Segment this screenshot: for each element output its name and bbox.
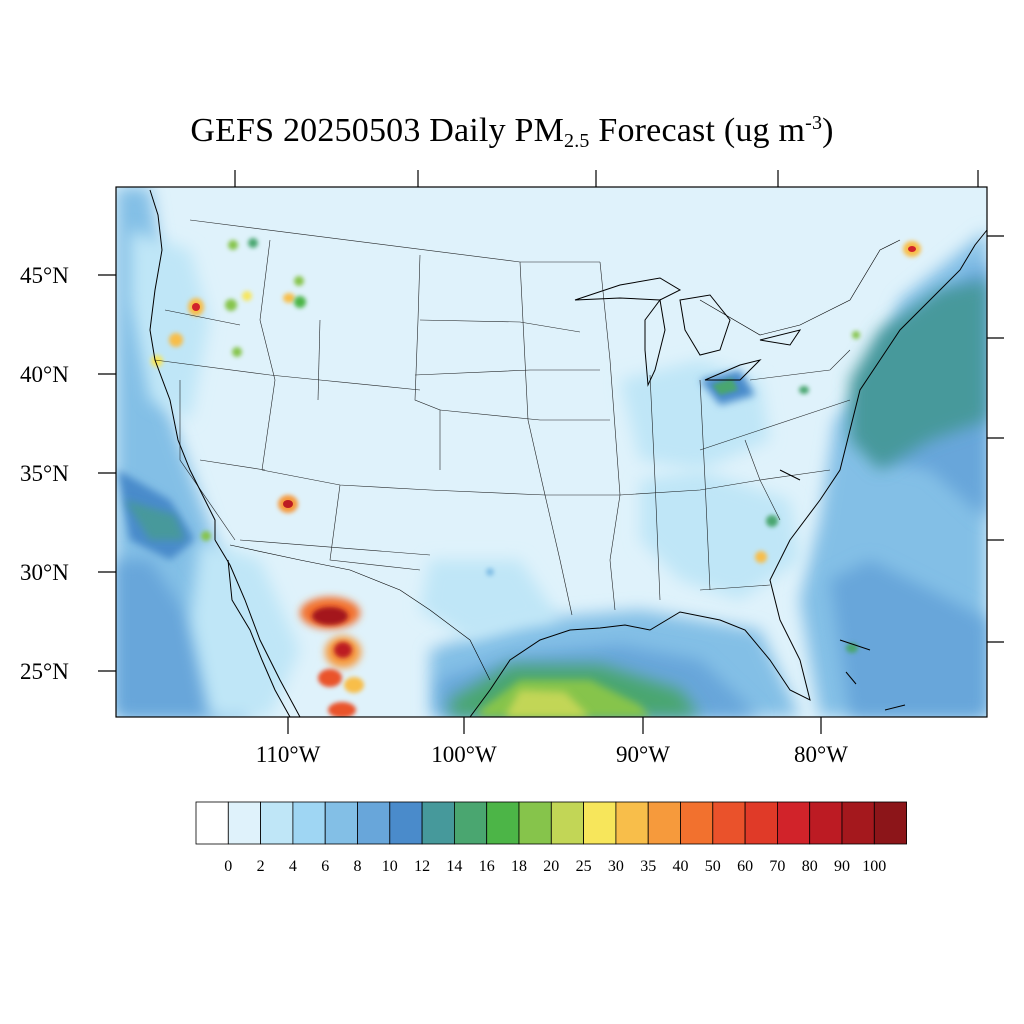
map-title: GEFS 20250503 Daily PM2.5 Forecast (ug m… — [190, 112, 834, 152]
colorbar-swatch — [324, 801, 358, 845]
atlantic-coast-band — [850, 280, 987, 470]
map-frame — [115, 186, 988, 718]
lake-erie-core — [712, 378, 738, 395]
lat-label-25: 25°N — [20, 659, 69, 684]
colorbar-swatch — [227, 801, 262, 845]
colorbar-label: 80 — [802, 858, 818, 875]
colorbar-swatch — [809, 801, 843, 845]
coastlines — [149, 189, 987, 717]
socal-coast-band-inner — [125, 500, 185, 540]
lat-labels: 45°N 40°N 35°N 30°N 25°N — [20, 263, 69, 684]
lon-labels: 110°W 100°W 90°W 80°W — [256, 742, 849, 767]
colorbar-label: 100 — [862, 858, 886, 875]
colorbar-swatch — [712, 801, 746, 845]
colorbar-label: 4 — [289, 858, 297, 875]
colorbar-label: 16 — [479, 858, 495, 875]
lat-label-45: 45°N — [20, 263, 69, 288]
west-coast-haze — [130, 230, 210, 420]
colorbar-label: 10 — [382, 858, 398, 875]
colorbar-swatch — [873, 801, 907, 845]
lon-label-100: 100°W — [431, 742, 497, 767]
bottom-ticks — [287, 717, 822, 734]
colorbar-label: 50 — [705, 858, 721, 875]
southeast-haze — [640, 470, 800, 600]
colorbar-label: 18 — [511, 858, 527, 875]
colorbar-swatch — [421, 801, 455, 845]
colorbar-label: 0 — [224, 858, 232, 875]
colorbar-swatch — [518, 801, 552, 845]
colorbar-label: 35 — [640, 858, 656, 875]
country-borders — [229, 239, 901, 681]
colorbar-swatch — [583, 801, 617, 845]
colorbar-swatch — [550, 801, 584, 845]
atlantic-south-band — [830, 560, 987, 717]
colorbar-labels: 0 2 4 6 8 10 12 14 16 18 20 25 30 35 40 50 60 70 80 90 100 — [224, 858, 886, 875]
lon-label-110: 110°W — [256, 742, 321, 767]
lon-label-80: 80°W — [794, 742, 848, 767]
colorbar — [195, 801, 907, 845]
top-ticks — [234, 170, 979, 187]
colorbar-swatch — [486, 801, 520, 845]
colorbar-swatch — [647, 801, 681, 845]
left-ticks — [98, 274, 116, 672]
colorbar-label: 70 — [769, 858, 785, 875]
lat-label-35: 35°N — [20, 461, 69, 486]
colorbar-swatch — [389, 801, 423, 845]
pacific-ocean-far — [116, 560, 220, 717]
great-lakes — [574, 277, 802, 387]
lat-label-30: 30°N — [20, 560, 69, 585]
colorbar-label: 14 — [446, 858, 462, 875]
colorbar-swatch — [680, 801, 714, 845]
colorbar-swatch — [744, 801, 778, 845]
state-borders — [154, 219, 851, 616]
colorbar-swatch — [615, 801, 649, 845]
colorbar-swatch — [292, 801, 326, 845]
gulf-plume-core — [505, 690, 590, 717]
mexico-haze — [190, 540, 300, 717]
right-ticks — [987, 235, 1004, 643]
colorbar-label: 25 — [576, 858, 592, 875]
lat-label-40: 40°N — [20, 362, 69, 387]
colorbar-swatch — [453, 801, 488, 845]
colorbar-label: 8 — [354, 858, 362, 875]
colorbar-label: 40 — [673, 858, 689, 875]
colorbar-label: 12 — [414, 858, 430, 875]
fire-hotspots — [151, 238, 921, 717]
colorbar-label: 6 — [321, 858, 329, 875]
texas-haze — [420, 560, 560, 640]
colorbar-swatch — [260, 801, 294, 845]
colorbar-label: 20 — [543, 858, 559, 875]
lon-label-90: 90°W — [616, 742, 670, 767]
colorbar-swatch — [841, 801, 875, 845]
colorbar-label: 60 — [737, 858, 753, 875]
colorbar-swatch — [195, 801, 229, 845]
map-field — [116, 187, 987, 717]
colorbar-label: 2 — [257, 858, 265, 875]
colorbar-swatch — [777, 801, 811, 845]
colorbar-swatch — [357, 801, 391, 845]
colorbar-label: 90 — [834, 858, 850, 875]
colorbar-label: 30 — [608, 858, 624, 875]
